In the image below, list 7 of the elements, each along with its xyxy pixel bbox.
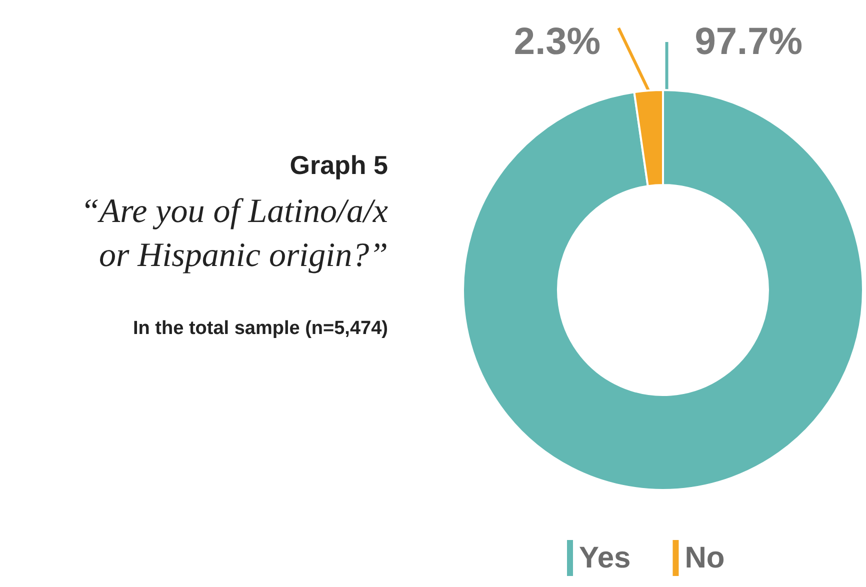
- text: “Are you of Latino/a/x or Hispanic origin?”: [80, 192, 388, 276]
- legend-label: No: [684, 542, 725, 574]
- data-label: 97.7%: [694, 21, 803, 63]
- text: In the total sample (n=5,474): [133, 318, 388, 340]
- legend-label: Yes: [579, 542, 631, 574]
- text: Graph 5: [290, 150, 388, 181]
- data-label: 2.3%: [514, 21, 601, 63]
